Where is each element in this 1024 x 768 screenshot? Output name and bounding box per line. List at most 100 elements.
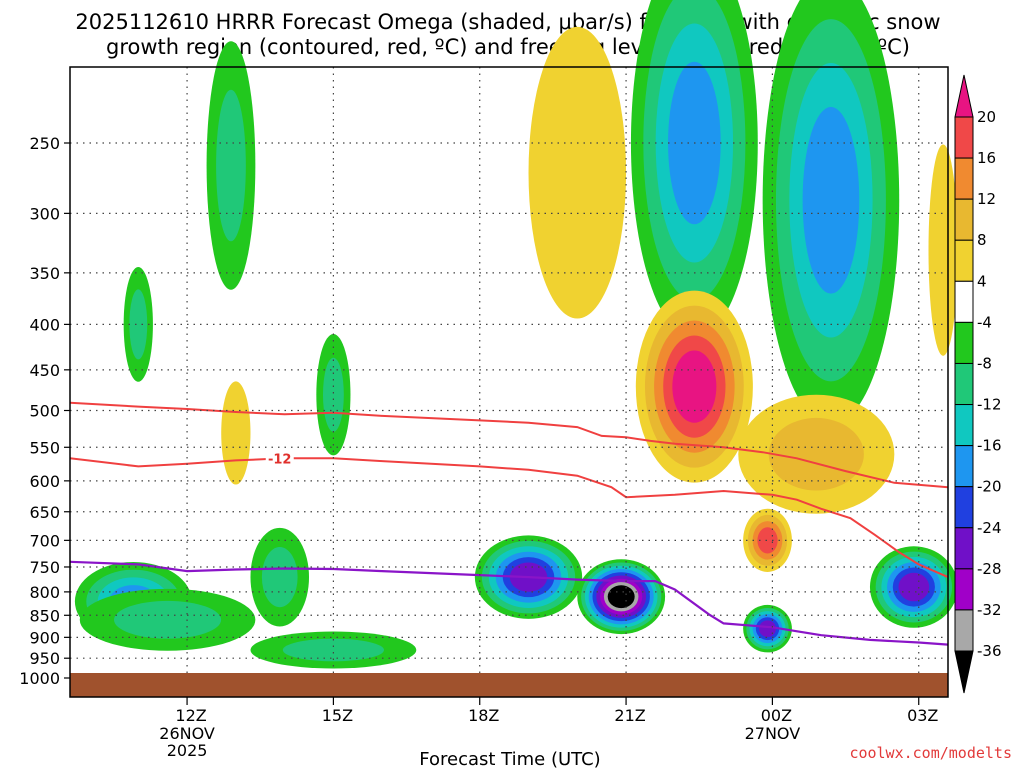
x-tick-label-21Z: 21Z	[614, 706, 645, 725]
x-tick-date-00Z: 27NOV	[745, 724, 801, 743]
y-tick-label-300: 300	[29, 204, 60, 223]
colorbar-label-12: -32	[977, 601, 1002, 619]
ground-strip	[70, 673, 948, 697]
y-tick-label-250: 250	[29, 134, 60, 153]
omega-level-neg8	[261, 547, 298, 608]
omega-region-ascent-west-plume	[79, 588, 256, 651]
omega-region-ascent-400-11z	[123, 266, 153, 382]
credit-text: coolwx.com/modelts	[849, 744, 1012, 762]
colorbar-label-8: -16	[977, 437, 1002, 455]
y-tick-label-700: 700	[29, 531, 60, 550]
omega-region-descent-east-upper	[928, 144, 958, 356]
colorbar-label-2: 12	[977, 190, 996, 208]
omega-region-descent-mid-22z	[635, 290, 753, 483]
y-tick-label-750: 750	[29, 558, 60, 577]
omega-region-ascent-24z-core	[743, 604, 792, 653]
y-tick-label-800: 800	[29, 583, 60, 602]
x-tick-label-15Z: 15Z	[322, 706, 353, 725]
omega-level-neg24	[898, 572, 930, 602]
omega-region-ascent-27z-core	[869, 546, 958, 628]
colorbar-label-0: 20	[977, 108, 996, 126]
omega-region-ascent-upper-25z	[762, 0, 900, 426]
colorbar-box-3	[954, 239, 974, 282]
freezing-level-line	[69, 560, 949, 646]
colorbar-box-8	[954, 445, 974, 488]
colorbar-box-9	[954, 486, 974, 529]
omega-region-descent-mid-24z	[738, 394, 895, 514]
colorbar-top-triangle	[954, 74, 974, 118]
colorbar-label-9: -20	[977, 478, 1002, 496]
colorbar-label-1: 16	[977, 149, 996, 167]
y-tick-label-600: 600	[29, 472, 60, 491]
colorbar-box-1	[954, 157, 974, 200]
omega-level-4	[221, 381, 251, 485]
omega-level-20	[672, 350, 717, 423]
omega-level-neg8	[216, 89, 246, 242]
omega-region-ascent-upper-23z	[630, 0, 758, 339]
omega-region-ascent-15z-mid	[316, 334, 351, 456]
colorbar-box-10	[954, 527, 974, 570]
colorbar-label-10: -24	[977, 519, 1002, 537]
omega-region-ascent-1330	[250, 527, 310, 627]
omega-region-descent-upper-20z	[528, 26, 627, 319]
omega-region-descent-mid-13z	[221, 381, 251, 485]
omega-region-ascent-15z-low	[250, 631, 417, 669]
x-axis-label: Forecast Time (UTC)	[419, 749, 600, 768]
omega-level-neg8	[282, 638, 384, 662]
colorbar-box-5	[954, 321, 974, 364]
omega-region-descent-pocket-24z	[743, 508, 792, 572]
omega-level-neg24	[758, 620, 777, 637]
colorbar-label-6: -8	[977, 354, 992, 372]
colorbar-box-12	[954, 609, 974, 652]
omega-level-4	[928, 144, 958, 356]
colorbar-label-13: -36	[977, 642, 1002, 660]
omega-level-neg8	[129, 289, 148, 360]
y-tick-label-400: 400	[29, 315, 60, 334]
omega-level-16	[757, 527, 778, 554]
omega-level-4	[528, 26, 627, 319]
omega-level-8	[768, 417, 864, 491]
plot-area	[70, 0, 958, 697]
contour-label-0: -12	[268, 452, 292, 467]
colorbar-label-11: -28	[977, 560, 1002, 578]
plot-frame	[69, 66, 949, 698]
colorbar-label-3: 8	[977, 231, 987, 249]
omega-level-neg16	[802, 106, 860, 294]
x-tick-year-12Z: 2025	[167, 741, 208, 760]
y-tick-label-950: 950	[29, 649, 60, 668]
x-tick-label-12Z: 12Z	[175, 706, 206, 725]
colorbar-box-0	[954, 116, 974, 159]
colorbar-box-2	[954, 198, 974, 241]
y-tick-label-1000: 1000	[19, 669, 60, 688]
colorbar: 20 16 12 8 4 -4 -8 -12 -16 -20 -24 -28 -32 -36	[954, 74, 1002, 694]
y-tick-label-350: 350	[29, 264, 60, 283]
colorbar-label-4: 4	[977, 272, 987, 290]
colorbar-label-7: -12	[977, 396, 1002, 414]
x-tick-label-03Z: 03Z	[907, 706, 938, 725]
y-tick-label-850: 850	[29, 606, 60, 625]
y-tick-label-650: 650	[29, 503, 60, 522]
y-tick-label-550: 550	[29, 438, 60, 457]
omega-level-neg36	[607, 585, 635, 609]
y-tick-label-500: 500	[29, 402, 60, 421]
colorbar-box-4	[954, 280, 974, 323]
y-tick-label-900: 900	[29, 628, 60, 647]
x-tick-date-12Z: 26NOV	[159, 724, 215, 743]
colorbar-box-6	[954, 362, 974, 406]
dgz-line-dgz-upper	[69, 401, 949, 489]
omega-region-ascent-21z-core	[577, 559, 666, 635]
omega-level-neg8	[322, 357, 344, 432]
colorbar-label-5: -4	[977, 313, 992, 331]
x-tick-label-00Z: 00Z	[761, 706, 792, 725]
contour-overlays: -12	[69, 401, 949, 646]
colorbar-box-11	[954, 568, 974, 611]
colorbar-box-7	[954, 404, 974, 447]
y-tick-label-450: 450	[29, 361, 60, 380]
axes: 250 300 350 400 450 500 550 600 650 700 750 800 850 9…	[19, 66, 949, 760]
x-tick-label-18Z: 18Z	[468, 706, 499, 725]
omega-region-ascent-upper-12z	[206, 41, 256, 290]
colorbar-bottom-triangle	[954, 650, 974, 694]
omega-level-neg8	[113, 600, 222, 639]
contour-label-bg-0	[265, 450, 294, 466]
